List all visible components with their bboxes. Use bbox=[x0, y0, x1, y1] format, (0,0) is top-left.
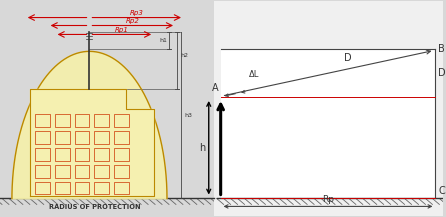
Text: Rp: Rp bbox=[322, 196, 334, 204]
Text: ΔL: ΔL bbox=[248, 70, 259, 79]
Bar bbox=[55, 131, 70, 144]
Bar bbox=[55, 182, 70, 194]
Bar bbox=[114, 148, 129, 161]
Text: Rp3: Rp3 bbox=[130, 10, 144, 16]
Bar bbox=[35, 182, 50, 194]
Text: Rp1: Rp1 bbox=[115, 27, 129, 33]
Bar bbox=[35, 148, 50, 161]
Bar bbox=[74, 131, 90, 144]
Bar bbox=[114, 114, 129, 127]
Bar bbox=[35, 131, 50, 144]
Text: A: A bbox=[212, 83, 219, 93]
Text: B: B bbox=[438, 44, 445, 54]
Polygon shape bbox=[12, 51, 167, 199]
Bar bbox=[214, 1, 443, 216]
Bar bbox=[74, 182, 90, 194]
Bar bbox=[74, 148, 90, 161]
Bar bbox=[95, 182, 109, 194]
Text: h3: h3 bbox=[184, 113, 192, 118]
Bar bbox=[114, 165, 129, 178]
Bar bbox=[95, 114, 109, 127]
Bar bbox=[55, 114, 70, 127]
Bar bbox=[114, 182, 129, 194]
Text: RADIUS OF PROTECTION: RADIUS OF PROTECTION bbox=[49, 204, 140, 210]
Text: h1: h1 bbox=[159, 38, 167, 43]
Bar bbox=[35, 114, 50, 127]
Bar bbox=[35, 165, 50, 178]
Bar bbox=[95, 148, 109, 161]
Bar bbox=[55, 165, 70, 178]
Bar bbox=[221, 49, 435, 199]
Text: D: D bbox=[344, 53, 352, 63]
Bar bbox=[95, 165, 109, 178]
Bar bbox=[95, 131, 109, 144]
Text: h: h bbox=[199, 143, 206, 153]
Text: C: C bbox=[438, 186, 445, 196]
Bar bbox=[114, 131, 129, 144]
Polygon shape bbox=[30, 89, 154, 196]
Text: h2: h2 bbox=[180, 53, 188, 58]
Text: Rp2: Rp2 bbox=[126, 18, 140, 24]
Bar bbox=[74, 114, 90, 127]
Bar bbox=[74, 165, 90, 178]
Bar bbox=[55, 148, 70, 161]
Text: D: D bbox=[438, 68, 446, 78]
